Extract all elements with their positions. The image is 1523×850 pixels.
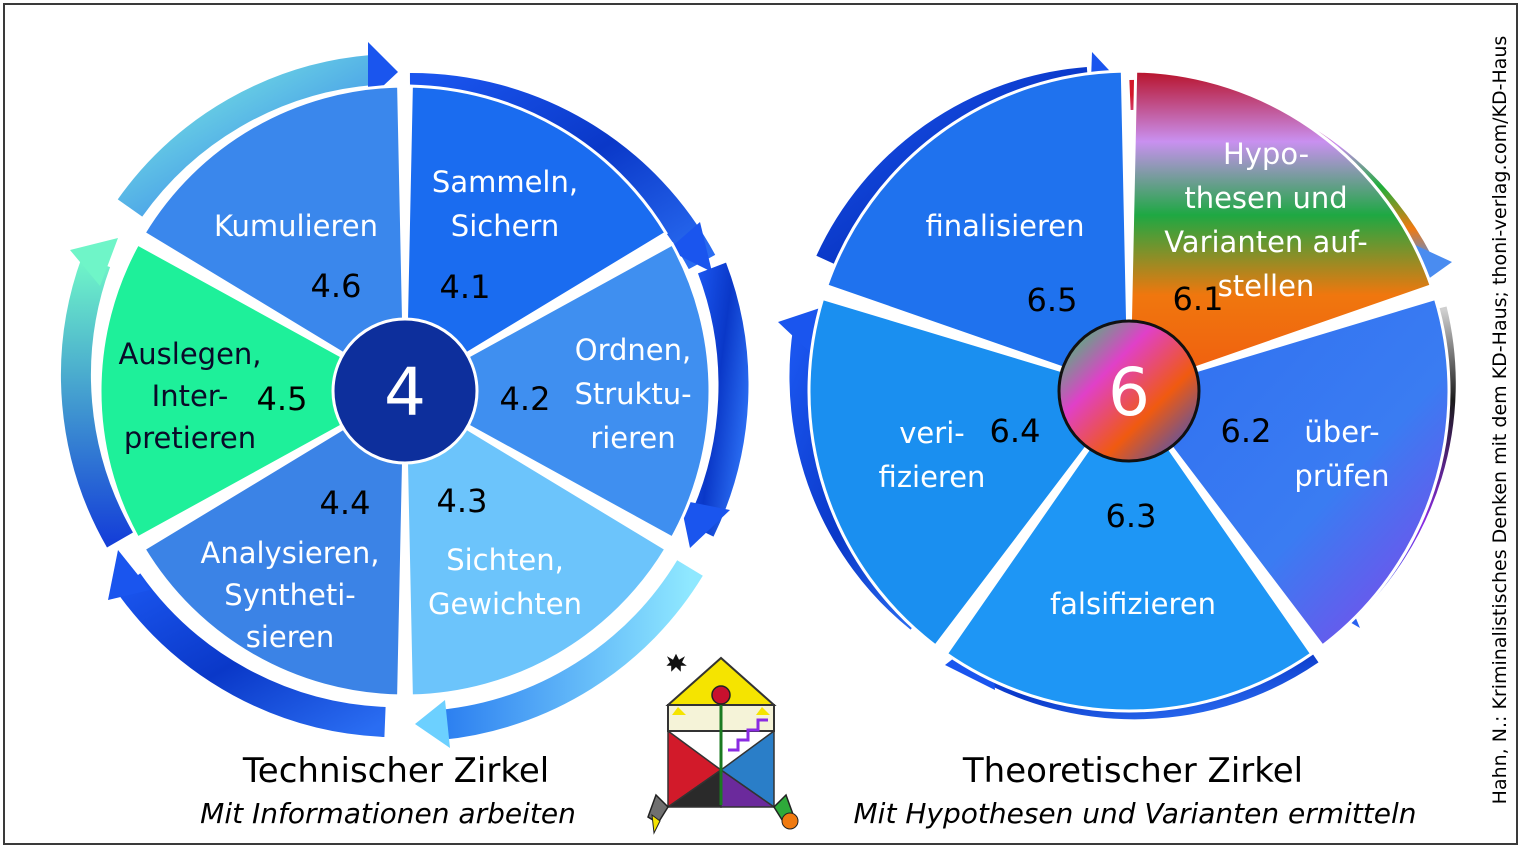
technical-segment-number-4-2: 4.2 [500,380,551,418]
technical-segment-label-4-2: Ordnen, Struktu-rieren [574,333,691,455]
technical-title: Technischer Zirkel [242,751,549,791]
technical-segment-4-1 [403,84,668,394]
hub-technical [331,317,479,465]
theoretical-segment-6-1 [1127,69,1434,394]
theoretical-segment-label-6-1: Hypo-thesen und Varianten auf-stellen [1164,137,1368,303]
technical-segment-number-4-1: 4.1 [440,268,491,306]
technical-segment-4-4 [142,388,407,698]
technical-segment-label-4-1: Sammeln, Sichern [432,165,578,243]
theoretical-segment-label-6-3: falsifizieren [1050,587,1216,621]
credit-text: Hahn, N.: Kriminalistisches Denken mit d… [1489,36,1511,805]
theoretical-subtitle: Mit Hypothesen und Varianten ermitteln [854,797,1417,830]
theoretical-segment-6-5 [824,69,1131,394]
theoretical-segment-number-6-1: 6.1 [1173,280,1224,318]
theoretical-segment-number-6-2: 6.2 [1221,412,1272,450]
theoretical-segment-6-4 [807,296,1132,648]
technical-segment-number-4-4: 4.4 [320,484,371,522]
hub-theoretical [1057,319,1201,463]
technical-segments: Sammeln, Sichern 4.1 Ordnen, Struktu-rieren 4… [98,84,712,698]
technical-segment-number-4-3: 4.3 [437,482,488,520]
theoretical-segment-label-6-5: finalisieren [925,209,1084,243]
kd-haus-logo-icon [647,653,799,835]
technical-segment-label-4-3: Sichten, Gewichten [428,543,582,621]
technical-circle: Sammeln, Sichern 4.1 Ordnen, Struktu-rieren 4… [60,42,749,830]
theoretical-segment-number-6-3: 6.3 [1106,497,1157,535]
technical-segment-4-3 [403,388,668,698]
hub-technical-number: 4 [384,354,426,431]
picture-frame [3,3,1518,845]
technical-segment-number-4-5: 4.5 [257,380,308,418]
technical-segment-label-4-6: Kumulieren [214,209,378,243]
technical-segment-label-4-5: Auslegen, Inter-pretieren [118,337,261,455]
theoretical-segment-number-6-4: 6.4 [990,412,1041,450]
hub-theoretical-number: 6 [1108,354,1150,431]
technical-segment-label-4-4: Analysieren, Syntheti-sieren [201,536,380,654]
technical-subtitle: Mit Informationen arbeiten [200,797,576,830]
technical-segment-4-6 [142,84,407,394]
technical-segment-number-4-6: 4.6 [311,267,362,305]
technical-segment-4-2 [401,242,712,540]
theoretical-segment-number-6-5: 6.5 [1027,281,1078,319]
theoretical-segment-label-6-2: über-prüfen [1294,415,1389,493]
technical-segment-4-5 [98,242,409,540]
outer-arrows [60,42,749,748]
theoretical-segment-6-3 [944,388,1314,713]
theoretical-segment-label-6-4: veri-fizieren [879,416,986,494]
theoretical-title: Theoretischer Zirkel [962,751,1303,791]
theoretical-segment-6-2 [1126,296,1451,648]
